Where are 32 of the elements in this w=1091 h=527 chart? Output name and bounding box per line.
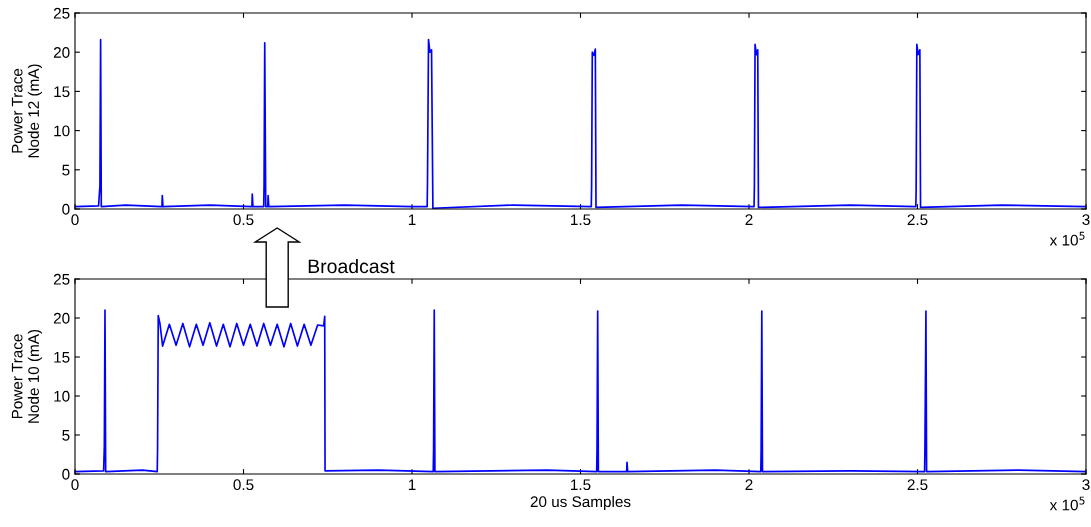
x-tick-label: 1 bbox=[408, 479, 416, 490]
x-axis-title: 20 us Samples bbox=[530, 495, 631, 511]
y-tick-label: 0 bbox=[62, 203, 70, 215]
x-tick-label: 3 bbox=[1082, 214, 1090, 226]
x-tick-label: 0 bbox=[71, 479, 79, 491]
y-tick-label: 20 bbox=[53, 47, 70, 58]
y-tick-label: 25 bbox=[53, 7, 70, 19]
y-tick-label: 10 bbox=[54, 390, 70, 402]
y-tick-label: 25 bbox=[53, 273, 70, 285]
x-tick-label: 1.5 bbox=[571, 479, 591, 491]
x-tick-label: 2 bbox=[745, 479, 753, 490]
text: Broadcast bbox=[308, 258, 395, 274]
x-tick-label: 2.5 bbox=[907, 214, 928, 226]
x-tick-label: 3 bbox=[1082, 479, 1090, 491]
x-tick-label: 2 bbox=[745, 214, 753, 225]
x-tick-label: 0.5 bbox=[233, 479, 254, 491]
y-tick-label: 10 bbox=[54, 125, 70, 137]
y-axis-title: Power Trace Node 10 (mA) bbox=[11, 329, 43, 423]
text: x 10$^{5}$ bbox=[1049, 496, 1085, 511]
y-axis-title: Power Trace Node 12 (mA) bbox=[11, 64, 43, 158]
x-tick-label: 0.5 bbox=[233, 214, 254, 226]
y-tick-label: 5 bbox=[62, 430, 70, 441]
y-tick-label: 20 bbox=[53, 312, 70, 324]
x-tick-label: 1 bbox=[408, 214, 416, 225]
text: x 10$^{5}$ bbox=[1049, 231, 1085, 246]
y-tick-label: 15 bbox=[54, 86, 70, 98]
y-tick-label: 15 bbox=[54, 352, 70, 363]
x-tick-label: 1.5 bbox=[571, 214, 591, 226]
x-tick-label: 0 bbox=[71, 214, 79, 226]
x-tick-label: 2.5 bbox=[907, 479, 928, 491]
y-tick-label: 5 bbox=[62, 164, 70, 176]
y-tick-label: 0 bbox=[62, 468, 70, 480]
